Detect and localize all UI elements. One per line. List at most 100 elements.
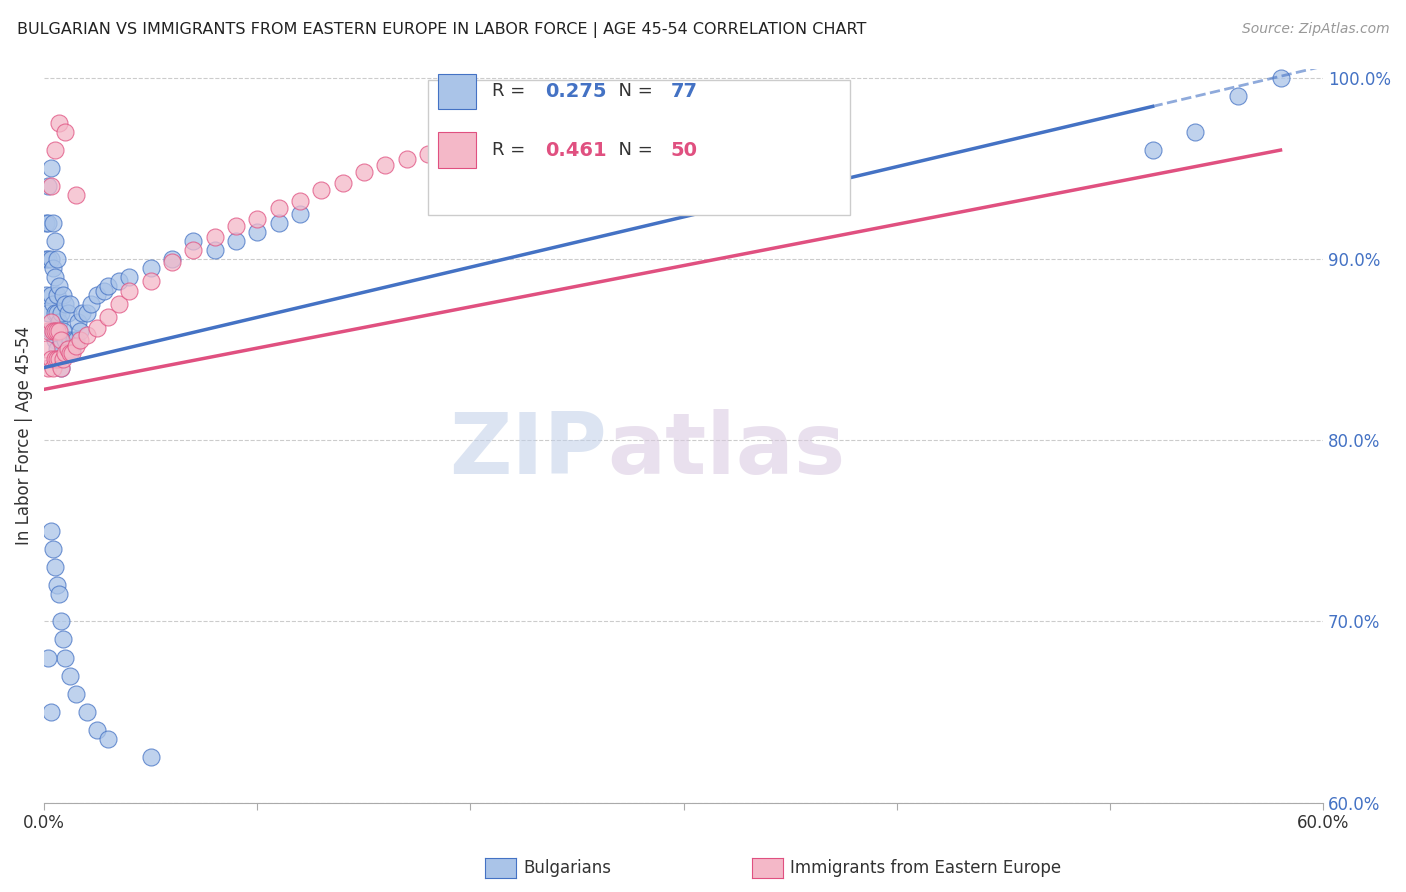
Point <box>56 306 79 320</box>
Point <box>48 279 70 293</box>
Point <box>41 324 63 338</box>
Point <box>76 705 98 719</box>
Point <box>118 285 141 299</box>
Point <box>225 219 247 234</box>
Point <box>39 315 62 329</box>
Point <box>97 310 120 324</box>
Point <box>37 324 59 338</box>
Point <box>37 306 59 320</box>
Point <box>288 194 311 208</box>
Point <box>416 146 439 161</box>
Point <box>246 225 269 239</box>
Point <box>437 139 460 153</box>
Point <box>1226 88 1249 103</box>
Point <box>39 179 62 194</box>
Point <box>67 315 90 329</box>
FancyBboxPatch shape <box>427 79 849 215</box>
Point <box>93 285 115 299</box>
Point <box>544 128 567 143</box>
Point <box>48 587 70 601</box>
Point <box>60 343 83 357</box>
Text: ZIP: ZIP <box>449 409 607 491</box>
Point <box>288 206 311 220</box>
Point <box>55 125 77 139</box>
Point <box>44 351 66 366</box>
Point <box>59 669 82 683</box>
Point <box>39 705 62 719</box>
Point <box>52 288 75 302</box>
Point <box>56 343 79 357</box>
Y-axis label: In Labor Force | Age 45-54: In Labor Force | Age 45-54 <box>15 326 32 545</box>
Point <box>48 116 70 130</box>
Point <box>41 297 63 311</box>
Point <box>59 334 82 348</box>
Point <box>246 211 269 226</box>
Point <box>86 320 108 334</box>
Point <box>39 252 62 266</box>
Point <box>55 346 77 360</box>
Text: R =: R = <box>492 82 531 100</box>
Point <box>267 201 290 215</box>
Point <box>35 252 58 266</box>
Text: N =: N = <box>607 141 658 159</box>
Point <box>267 216 290 230</box>
Point <box>65 188 87 202</box>
Point <box>502 134 524 148</box>
Point <box>39 524 62 538</box>
Point <box>39 161 62 176</box>
Point <box>204 243 226 257</box>
Point <box>107 297 129 311</box>
Point <box>52 324 75 338</box>
Point <box>41 324 63 338</box>
Point <box>225 234 247 248</box>
Point <box>55 650 77 665</box>
Point <box>460 134 482 148</box>
Point <box>45 351 67 366</box>
Point <box>395 152 418 166</box>
Point <box>45 306 67 320</box>
Point <box>107 274 129 288</box>
Text: R =: R = <box>492 141 531 159</box>
Point <box>332 176 354 190</box>
Point <box>69 334 91 348</box>
Point <box>48 351 70 366</box>
Point <box>44 324 66 338</box>
Point <box>65 339 87 353</box>
Point <box>51 360 73 375</box>
Point <box>1270 70 1292 85</box>
Point <box>45 288 67 302</box>
Point <box>35 288 58 302</box>
Point <box>1142 143 1164 157</box>
Point <box>45 578 67 592</box>
Bar <box>439 132 477 168</box>
Point <box>52 632 75 647</box>
Point <box>44 334 66 348</box>
Text: 50: 50 <box>671 141 697 160</box>
Point <box>35 216 58 230</box>
Point <box>51 306 73 320</box>
Point <box>69 324 91 338</box>
Point <box>160 255 183 269</box>
Point <box>63 334 86 348</box>
Point <box>37 252 59 266</box>
Point <box>204 230 226 244</box>
Point <box>39 288 62 302</box>
Point <box>59 297 82 311</box>
Point <box>44 269 66 284</box>
Point <box>76 328 98 343</box>
Point <box>39 324 62 338</box>
Point <box>41 360 63 375</box>
Point <box>44 234 66 248</box>
Text: BULGARIAN VS IMMIGRANTS FROM EASTERN EUROPE IN LABOR FORCE | AGE 45-54 CORRELATI: BULGARIAN VS IMMIGRANTS FROM EASTERN EUR… <box>17 22 866 38</box>
Text: 0.275: 0.275 <box>546 82 607 101</box>
Point <box>80 297 103 311</box>
Text: Bulgarians: Bulgarians <box>523 859 612 877</box>
Bar <box>439 74 477 109</box>
Point <box>374 158 396 172</box>
Point <box>139 750 162 764</box>
Point <box>183 243 205 257</box>
Point <box>41 541 63 556</box>
Point <box>72 306 94 320</box>
Text: Immigrants from Eastern Europe: Immigrants from Eastern Europe <box>790 859 1062 877</box>
Text: N =: N = <box>607 82 658 100</box>
